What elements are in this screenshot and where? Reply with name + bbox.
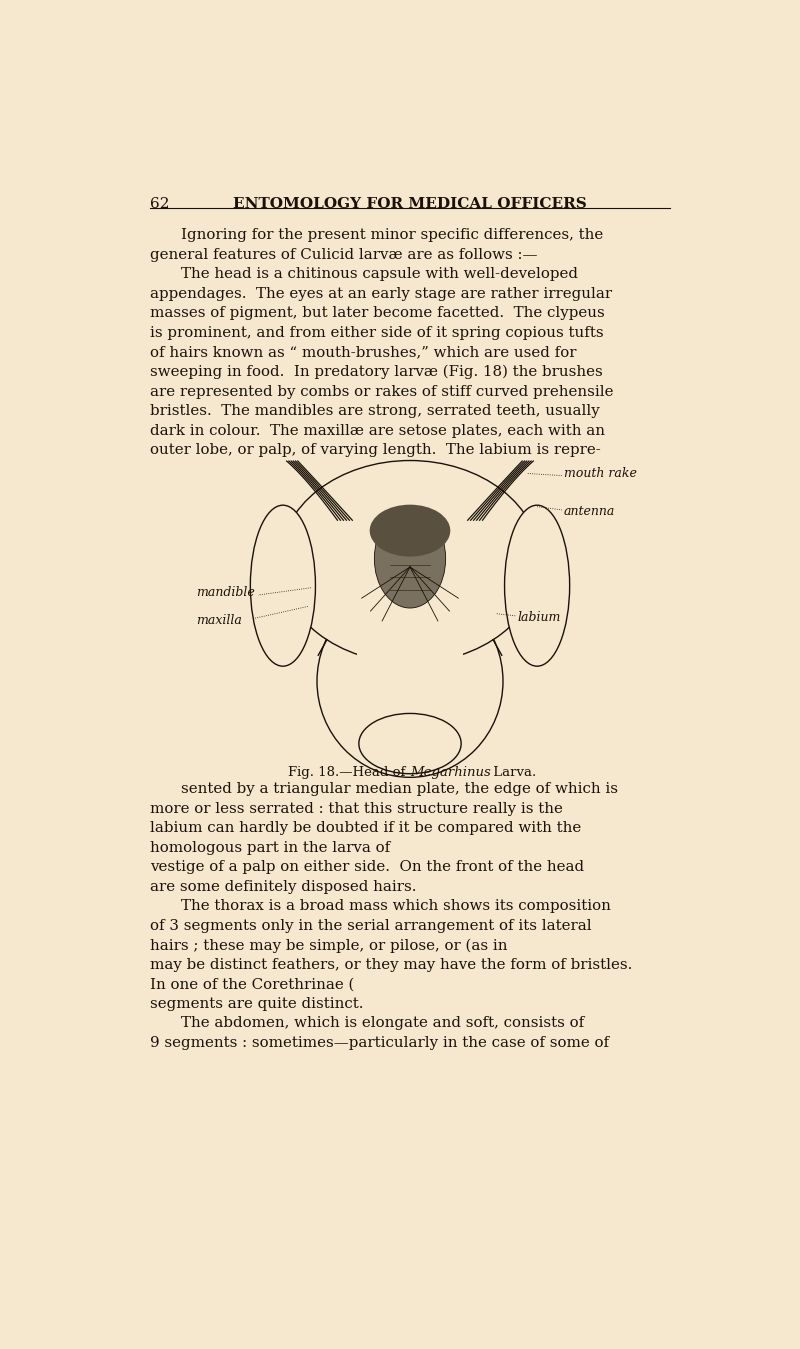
Text: In one of the Corethrinae (: In one of the Corethrinae ( [150,977,354,992]
Text: labium can hardly be doubted if it be compared with the: labium can hardly be doubted if it be co… [150,822,581,835]
Text: homologous part in the larva of: homologous part in the larva of [150,840,394,854]
Text: more or less serrated : that this structure really is the: more or less serrated : that this struct… [150,801,562,816]
Text: The head is a chitinous capsule with well-developed: The head is a chitinous capsule with wel… [181,267,578,282]
Text: The thorax is a broad mass which shows its composition: The thorax is a broad mass which shows i… [181,900,610,913]
Text: hairs ; these may be simple, or pilose, or (as in: hairs ; these may be simple, or pilose, … [150,938,512,952]
Ellipse shape [505,505,570,666]
Text: segments are quite distinct.: segments are quite distinct. [150,997,363,1010]
Ellipse shape [280,460,540,664]
Text: appendages.  The eyes at an early stage are rather irregular: appendages. The eyes at an early stage a… [150,287,612,301]
Text: is prominent, and from either side of it spring copious tufts: is prominent, and from either side of it… [150,326,603,340]
Text: labium: labium [518,611,561,625]
Text: of hairs known as “ mouth-brushes,” which are used for: of hairs known as “ mouth-brushes,” whic… [150,345,576,360]
Text: mouth rake: mouth rake [564,467,637,480]
FancyBboxPatch shape [358,596,462,684]
Text: bristles.  The mandibles are strong, serrated teeth, usually: bristles. The mandibles are strong, serr… [150,405,599,418]
Ellipse shape [317,585,503,777]
Ellipse shape [374,510,446,608]
Text: sented by a triangular median plate, the edge of which is: sented by a triangular median plate, the… [181,782,618,796]
Text: are some definitely disposed hairs.: are some definitely disposed hairs. [150,880,416,893]
Text: of 3 segments only in the serial arrangement of its lateral: of 3 segments only in the serial arrange… [150,919,591,932]
Text: Megarhinus: Megarhinus [410,766,490,780]
Text: may be distinct feathers, or they may have the form of bristles.: may be distinct feathers, or they may ha… [150,958,632,971]
Text: outer lobe, or palp, of varying length.  The labium is repre-: outer lobe, or palp, of varying length. … [150,444,600,457]
Text: The abdomen, which is elongate and soft, consists of: The abdomen, which is elongate and soft,… [181,1016,584,1031]
Text: Ignoring for the present minor specific differences, the: Ignoring for the present minor specific … [181,228,603,243]
Text: maxilla: maxilla [196,615,242,627]
Text: mandible: mandible [196,587,255,599]
Text: are represented by combs or rakes of stiff curved prehensile: are represented by combs or rakes of sti… [150,384,613,398]
Ellipse shape [359,714,461,774]
Text: ENTOMOLOGY FOR MEDICAL OFFICERS: ENTOMOLOGY FOR MEDICAL OFFICERS [233,197,587,212]
Text: vestige of a palp on either side.  On the front of the head: vestige of a palp on either side. On the… [150,861,584,874]
Text: 9 segments : sometimes—particularly in the case of some of: 9 segments : sometimes—particularly in t… [150,1036,609,1050]
Ellipse shape [370,505,450,557]
Ellipse shape [250,505,315,666]
Text: Larva.: Larva. [490,766,537,780]
Text: masses of pigment, but later become facetted.  The clypeus: masses of pigment, but later become face… [150,306,604,321]
Text: 62: 62 [150,197,169,212]
Text: general features of Culicid larvæ are as follows :—: general features of Culicid larvæ are as… [150,248,537,262]
Text: sweeping in food.  In predatory larvæ (Fig. 18) the brushes: sweeping in food. In predatory larvæ (Fi… [150,366,602,379]
Text: Fig. 18.—Head of: Fig. 18.—Head of [288,766,410,780]
Text: antenna: antenna [564,506,615,518]
Text: dark in colour.  The maxillæ are setose plates, each with an: dark in colour. The maxillæ are setose p… [150,424,605,437]
